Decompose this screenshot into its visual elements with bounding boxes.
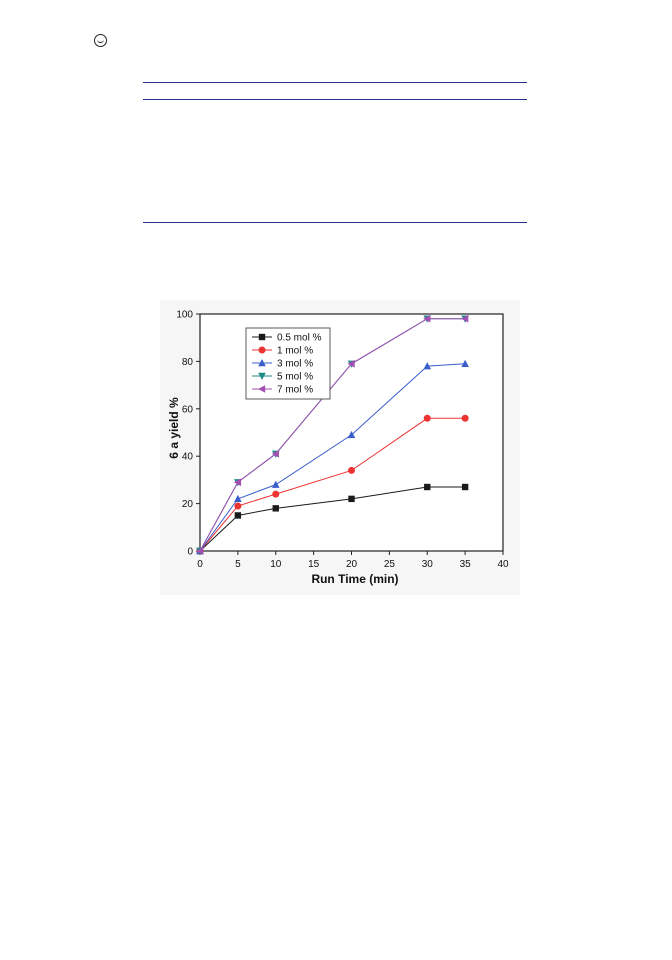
legend-marker [258, 385, 266, 393]
data-point [348, 495, 355, 503]
series-2 [196, 359, 469, 555]
legend-item: 0.5 mol % [252, 333, 322, 344]
data-point [233, 478, 242, 487]
y-tick-label: 0 [187, 547, 193, 558]
series-line [199, 417, 466, 552]
series-layer [196, 314, 469, 555]
data-point [424, 483, 431, 491]
y-tick-label: 80 [182, 357, 194, 368]
legend-marker [258, 372, 266, 380]
x-tick-label: 10 [270, 559, 282, 570]
data-point [234, 512, 242, 519]
x-tick-label: 0 [197, 559, 203, 570]
legend-item: 5 mol % [252, 372, 313, 383]
series-line [199, 363, 466, 552]
data-point [271, 450, 279, 458]
data-point [423, 362, 432, 370]
table-top-rule [143, 82, 527, 83]
legend-marker [258, 346, 266, 354]
y-tick-label: 40 [182, 452, 194, 463]
data-point [271, 480, 280, 488]
data-point [423, 414, 431, 422]
legend-label: 5 mol % [277, 372, 313, 383]
table-header-rule [143, 99, 527, 100]
x-tick-label: 40 [497, 559, 509, 570]
legend: 0.5 mol % 1 mol % 3 mol % 5 mol % 7 mol % [245, 327, 331, 400]
y-tick-label: 60 [182, 404, 194, 415]
data-point [348, 466, 355, 474]
data-point [234, 502, 242, 510]
x-tick-label: 25 [384, 559, 396, 570]
data-point [234, 494, 242, 503]
x-axis-label: Run Time (min) [311, 572, 398, 586]
legend-item: 3 mol % [252, 359, 313, 370]
series-line [199, 486, 466, 552]
legend-label: 7 mol % [277, 385, 313, 396]
x-tick-label: 20 [346, 559, 358, 570]
x-tick-label: 15 [308, 559, 320, 570]
y-tick-label: 20 [182, 499, 194, 510]
legend-marker [258, 359, 266, 367]
data-point [196, 547, 204, 555]
legend-marker [258, 333, 266, 341]
series-1 [196, 414, 469, 555]
legend-label: 3 mol % [277, 359, 313, 370]
data-point [423, 314, 431, 323]
legend-item: 7 mol % [252, 385, 313, 396]
y-axis-label: 6 a yield % [167, 397, 181, 459]
series-line [199, 318, 466, 552]
series-4 [196, 314, 469, 555]
x-tick-label: 35 [460, 559, 472, 570]
table-bottom-rule [143, 222, 527, 223]
data-point [347, 359, 355, 368]
data-point [272, 505, 279, 512]
data-point [461, 314, 469, 323]
data-point [347, 430, 356, 439]
data-point [461, 414, 469, 422]
x-axis: 0 5 10 15 20 25 30 35 40 [197, 551, 509, 570]
x-tick-label: 30 [422, 559, 434, 570]
data-point [461, 483, 469, 491]
page-header-icon [94, 34, 107, 47]
x-tick-label: 5 [235, 559, 241, 570]
y-tick-label: 100 [176, 310, 193, 321]
legend-label: 0.5 mol % [277, 333, 322, 344]
yield-chart: 0 5 10 15 20 25 30 35 40 0 20 40 60 80 100 0.5 mol % 1… [160, 300, 520, 595]
legend-item: 1 mol % [252, 346, 313, 357]
data-point [272, 490, 280, 498]
data-point [461, 359, 469, 367]
legend-label: 1 mol % [277, 346, 313, 357]
